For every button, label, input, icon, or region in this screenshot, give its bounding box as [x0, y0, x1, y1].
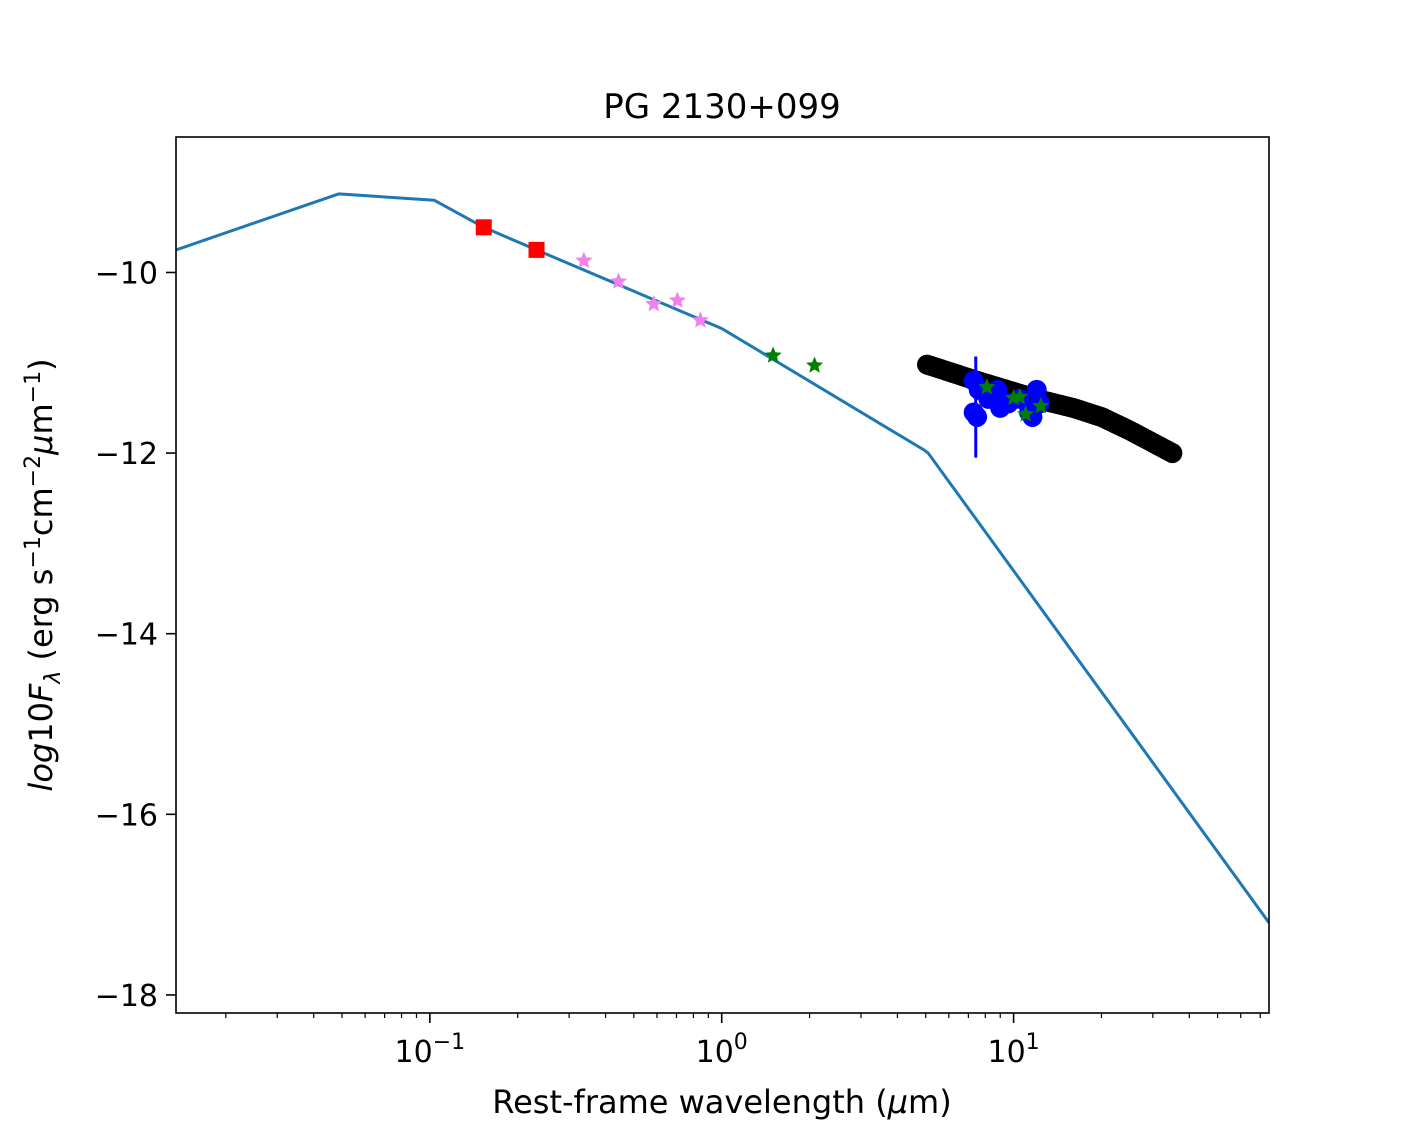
x-axis-label: Rest-frame wavelength (μm)	[492, 1083, 951, 1121]
star-point	[978, 378, 996, 395]
star-point	[806, 356, 824, 373]
y-tick-label: −16	[95, 798, 158, 833]
chart-title: PG 2130+099	[603, 87, 841, 127]
y-tick-label: −12	[95, 437, 158, 472]
circle-point	[1162, 443, 1183, 464]
y-axis-label: log10Fλ (erg s−1cm−2μm−1)	[21, 358, 66, 791]
series-nir-photometry	[764, 346, 1050, 422]
y-axis: −10 −12 −14 −16 −18	[95, 256, 176, 1014]
square-point	[528, 241, 545, 258]
star-point	[575, 251, 593, 268]
series-optical-photometry	[575, 251, 709, 328]
star-point	[764, 346, 782, 363]
x-tick-label: 100	[696, 1030, 748, 1070]
x-tick-label: 10−1	[395, 1030, 466, 1070]
x-tick-label: 101	[987, 1030, 1039, 1070]
data-series	[176, 192, 1269, 924]
series-uv-photometry	[475, 219, 545, 258]
y-tick-label: −14	[95, 618, 158, 653]
square-point	[475, 219, 492, 236]
y-tick-label: −18	[95, 979, 158, 1014]
star-point	[1011, 388, 1029, 405]
x-axis: 10−1 100 101	[225, 1013, 1261, 1070]
y-tick-label: −10	[95, 256, 158, 291]
circle-point	[967, 406, 988, 427]
star-point	[691, 311, 709, 328]
star-point	[668, 291, 686, 308]
star-point	[1032, 397, 1050, 414]
star-point	[645, 295, 663, 312]
star-point	[609, 272, 628, 289]
star-point	[1017, 405, 1035, 422]
